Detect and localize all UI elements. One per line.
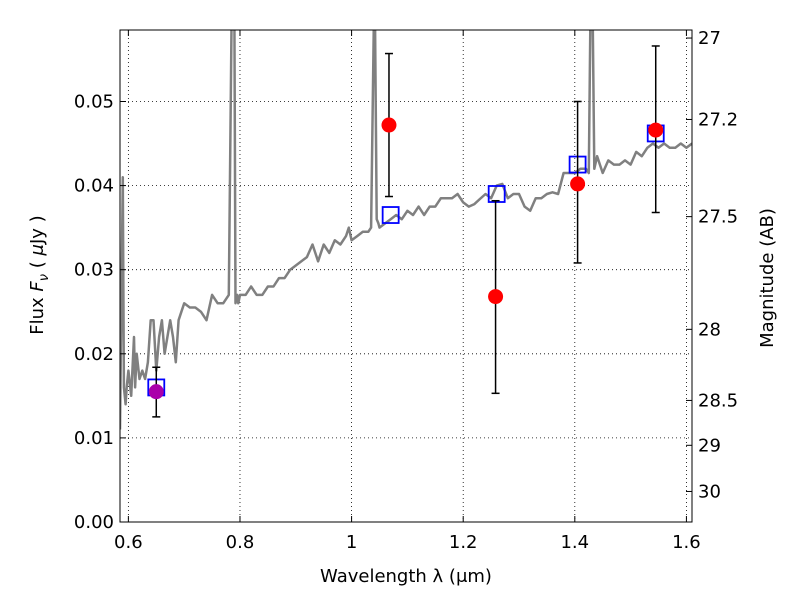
model-square-marker bbox=[381, 206, 400, 224]
mag-tick-label: 30 bbox=[698, 481, 721, 502]
mag-tick-label: 27.2 bbox=[698, 109, 738, 130]
y-tick-label: 0.00 bbox=[74, 512, 114, 533]
y-tick-label: 0.03 bbox=[74, 260, 114, 281]
model-square-marker bbox=[487, 185, 506, 203]
mag-tick-label: 28 bbox=[698, 319, 721, 340]
y-tick-label: 0.05 bbox=[74, 91, 114, 112]
mag-tick-label: 27.5 bbox=[698, 207, 738, 228]
y-tick-label: 0.01 bbox=[74, 428, 114, 449]
plot-frame bbox=[119, 29, 693, 523]
observed-point bbox=[570, 176, 586, 192]
x-tick-label: 1.6 bbox=[672, 532, 701, 553]
grid-lines bbox=[120, 30, 692, 523]
observed-point bbox=[381, 117, 397, 133]
observed-point bbox=[148, 384, 164, 400]
mag-tick-label: 27 bbox=[698, 28, 721, 49]
x-axis-title: Wavelength λ (μm) bbox=[320, 566, 492, 587]
observed-point bbox=[488, 289, 504, 305]
marker-layer bbox=[147, 45, 665, 418]
spectrum-layer bbox=[120, 30, 692, 430]
mag-tick-label: 28.5 bbox=[698, 390, 738, 411]
x-tick-label: 0.6 bbox=[114, 532, 143, 553]
mag-tick-label: 29 bbox=[698, 435, 721, 456]
right-axis-title: Magnitude (AB) bbox=[757, 208, 778, 348]
spectrum-line bbox=[120, 30, 692, 430]
ticks: 0.6 0.8 1 1.2 1.4 1.6 0.00 0.01 0.02 0.03 0.04 0.05… bbox=[74, 28, 738, 553]
y-tick-label: 0.02 bbox=[74, 344, 114, 365]
x-tick-label: 0.8 bbox=[226, 532, 255, 553]
x-tick-label: 1.2 bbox=[449, 532, 478, 553]
y-axis-title: Flux Fν ( μJy ) bbox=[27, 215, 52, 334]
y-tick-label: 0.04 bbox=[74, 176, 114, 197]
observed-point bbox=[648, 122, 664, 138]
x-tick-label: 1 bbox=[346, 532, 357, 553]
x-tick-label: 1.4 bbox=[560, 532, 589, 553]
